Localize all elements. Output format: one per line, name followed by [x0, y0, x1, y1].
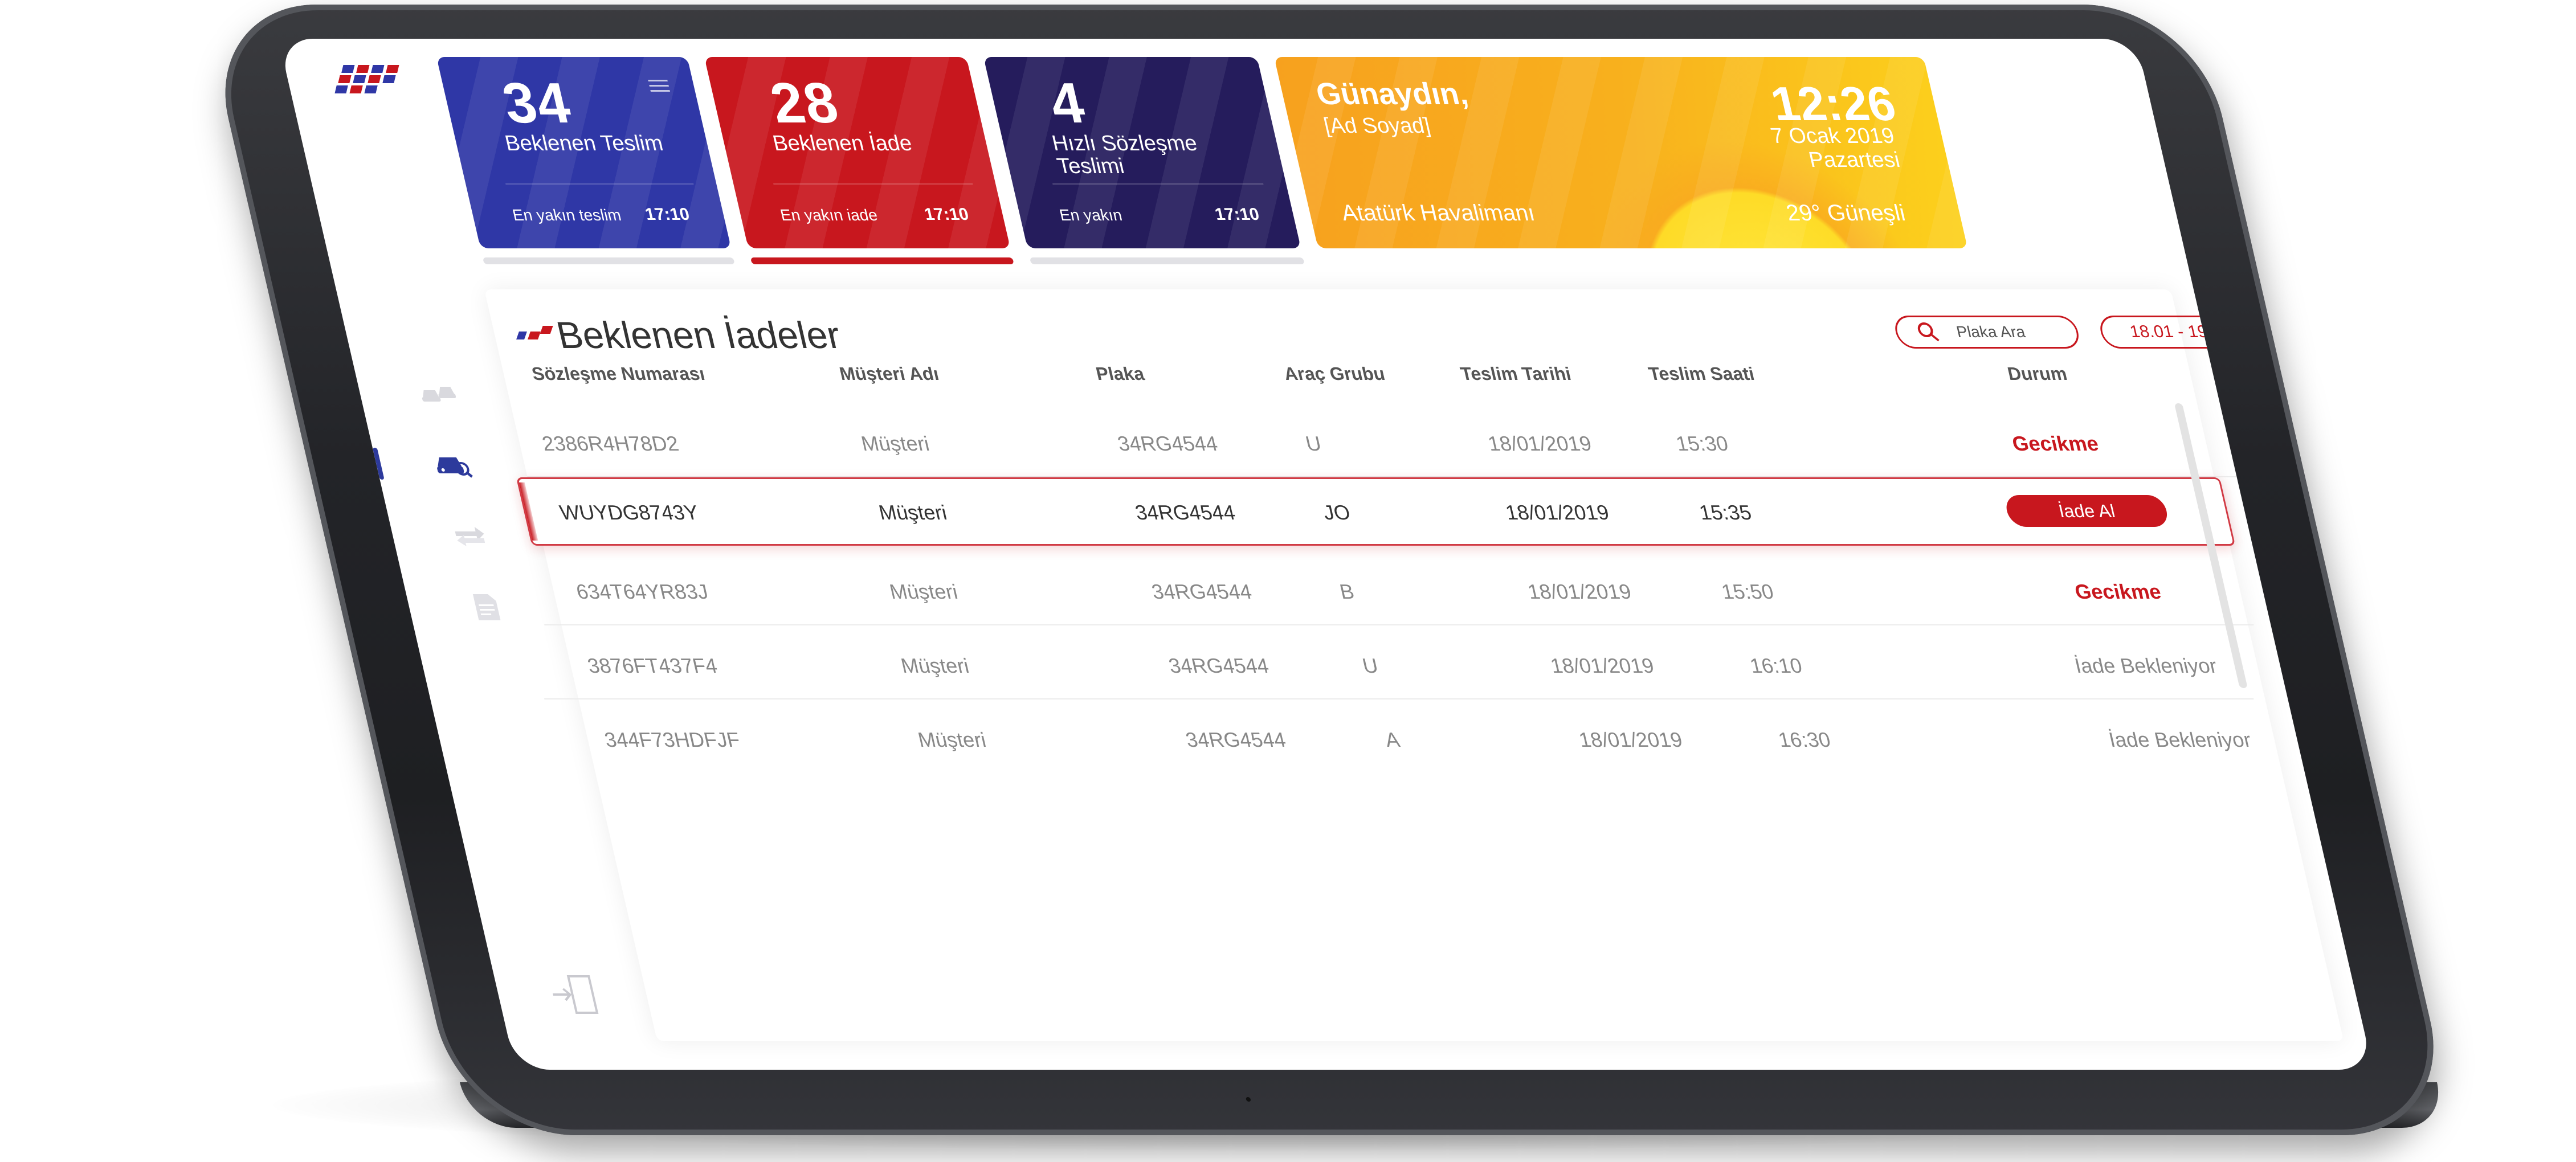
cell-plate: 34RG4544	[1133, 501, 1238, 524]
menu-icon[interactable]	[648, 80, 671, 93]
cell-contract: 3876FT437F4	[585, 654, 720, 677]
card-foot-time: 17:10	[643, 205, 692, 224]
weather-label: 29° Güneşli	[1783, 201, 1908, 226]
greeting-title: Günaydın,	[1313, 77, 1471, 111]
table-row[interactable]: 3876FT437F4 Müşteri 34RG4544 U 18/01/201…	[529, 631, 2254, 699]
cell-group: B	[1337, 580, 1357, 603]
status-badge: İade Bekleniyor	[2072, 654, 2219, 677]
card-label: Hızlı Sözleşme Teslimi	[1050, 132, 1200, 178]
active-indicator	[372, 448, 385, 480]
cell-plate: 34RG4544	[1149, 580, 1254, 603]
card-expected-delivery[interactable]: 34 Beklenen Teslim En yakın teslim 17:10	[436, 57, 732, 248]
card-foot-time: 17:10	[922, 205, 971, 224]
date-range-dropdown[interactable]: 18.01 - 19.01	[2097, 316, 2287, 349]
table-row[interactable]: 344F73HDFJF Müşteri 34RG4544 A 18/01/201…	[529, 705, 2254, 774]
chevron-down-icon	[2239, 328, 2252, 337]
table-row[interactable]: 2386R4H78D2 Müşteri 34RG4544 U 18/01/201…	[512, 409, 2237, 477]
cell-time: 15:30	[1673, 432, 1730, 455]
title-mark-icon	[516, 326, 554, 343]
status-badge: İade Bekleniyor	[2106, 728, 2254, 751]
cell-group: U	[1360, 654, 1381, 677]
cell-contract: 634T64YR83J	[574, 580, 711, 603]
cell-date: 18/01/2019	[1503, 501, 1611, 524]
card-foot-time: 17:10	[1213, 205, 1262, 224]
search-icon	[1917, 322, 1940, 342]
card-underline	[1029, 257, 1305, 264]
column-header[interactable]: Müşteri Adı	[837, 363, 941, 384]
clock-time: 12:26	[1766, 77, 1901, 130]
cell-date: 18/01/2019	[1525, 580, 1634, 603]
date-range-label: 18.01 - 19.01	[2128, 322, 2234, 341]
search-label: Plaka Ara	[1954, 323, 2027, 341]
table-header: Sözleşme Numarası Müşteri Adı Plaka Araç…	[501, 363, 2196, 398]
clock-date: 7 Ocak 2019 Pazartesi	[1768, 124, 1903, 172]
stats-cards: 34 Beklenen Teslim En yakın teslim 17:10…	[414, 57, 2150, 273]
cell-contract: WUYDG8743Y	[557, 501, 701, 524]
location-label: Atatürk Havalimanı	[1338, 201, 1538, 226]
plate-search-button[interactable]: Plaka Ara	[1892, 316, 2082, 349]
cell-customer: Müşteri	[887, 580, 960, 603]
cell-time: 16:10	[1748, 654, 1805, 677]
car-search-icon[interactable]	[426, 447, 480, 481]
cell-contract: 2386R4H78D2	[540, 432, 681, 455]
cell-plate: 34RG4544	[1166, 654, 1271, 677]
user-name: [Ad Soyad]	[1321, 114, 1433, 138]
greeting-card: Günaydın, [Ad Soyad] 12:26 7 Ocak 2019 P…	[1274, 57, 1968, 248]
cell-group: A	[1382, 728, 1402, 751]
card-underline	[482, 257, 735, 264]
cell-customer: Müşteri	[899, 654, 971, 677]
cell-time: 15:35	[1697, 501, 1754, 524]
cars-icon[interactable]	[410, 375, 463, 409]
column-header[interactable]: Sözleşme Numarası	[529, 363, 707, 384]
cell-customer: Müşteri	[915, 728, 989, 751]
cell-time: 15:50	[1719, 580, 1776, 603]
app: 34 Beklenen Teslim En yakın teslim 17:10…	[279, 39, 2373, 1070]
document-icon[interactable]	[459, 590, 513, 624]
returns-panel: Beklenen İadeler Plaka Ara 18.01 - 19.01…	[484, 289, 2344, 1041]
table-row-selected[interactable]: WUYDG8743Y Müşteri 34RG4544 JO 18/01/201…	[516, 477, 2236, 546]
page-title: Beklenen İadeler	[552, 314, 845, 356]
cell-customer: Müşteri	[859, 432, 932, 455]
cell-plate: 34RG4544	[1115, 432, 1220, 455]
column-header[interactable]: Durum	[2005, 363, 2069, 384]
card-foot-label: En yakın teslim	[511, 206, 623, 224]
cell-group: JO	[1321, 501, 1353, 524]
cell-time: 16:30	[1775, 728, 1833, 751]
card-label: Beklenen İade	[770, 132, 915, 156]
column-header[interactable]: Teslim Tarihi	[1458, 363, 1573, 384]
cell-date: 18/01/2019	[1576, 728, 1685, 751]
status-badge: Gecikme	[2072, 580, 2163, 603]
card-foot-label: En yakın iade	[778, 206, 880, 224]
return-action-button[interactable]: İade Al	[2003, 495, 2170, 527]
column-header[interactable]: Plaka	[1093, 363, 1146, 384]
exit-door-icon[interactable]	[545, 973, 612, 1018]
cell-contract: 344F73HDFJF	[602, 728, 742, 751]
cell-date: 18/01/2019	[1485, 432, 1594, 455]
card-label: Beklenen Teslim	[503, 132, 666, 156]
column-header[interactable]: Teslim Saati	[1646, 363, 1757, 384]
cell-group: U	[1303, 432, 1324, 455]
cell-date: 18/01/2019	[1548, 654, 1656, 677]
status-badge: Gecikme	[2010, 432, 2101, 455]
card-quick-contract[interactable]: 4 Hızlı Sözleşme Teslimi En yakın 17:10	[983, 57, 1301, 248]
cell-customer: Müşteri	[876, 501, 949, 524]
swap-icon[interactable]	[443, 518, 496, 553]
cell-plate: 34RG4544	[1183, 728, 1288, 751]
column-header[interactable]: Araç Grubu	[1281, 363, 1387, 384]
sidebar	[279, 39, 647, 1070]
card-underline-active	[750, 257, 1014, 264]
card-expected-return[interactable]: 28 Beklenen İade En yakın iade 17:10	[704, 57, 1011, 248]
table-row[interactable]: 634T64YR83J Müşteri 34RG4544 B 18/01/201…	[529, 557, 2254, 625]
tablet-device: 34 Beklenen Teslim En yakın teslim 17:10…	[202, 5, 2457, 1135]
tablet-screen: 34 Beklenen Teslim En yakın teslim 17:10…	[278, 39, 2373, 1070]
card-foot-label: En yakın	[1058, 206, 1124, 224]
brand-logo-icon	[334, 62, 411, 96]
